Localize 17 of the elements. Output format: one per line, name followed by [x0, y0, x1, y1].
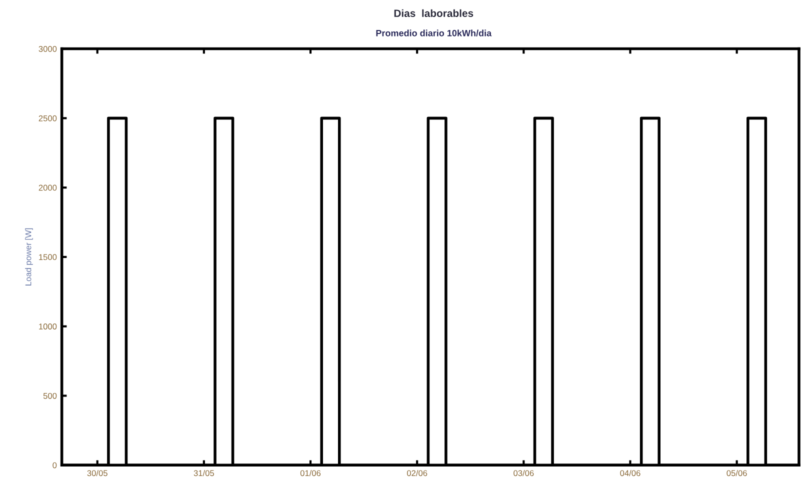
y-axis-title: Load power [W] — [25, 228, 33, 286]
y-tick-label: 0 — [52, 462, 57, 468]
y-tick-label: 1500 — [39, 254, 57, 260]
y-tick-label: 2000 — [38, 184, 57, 191]
x-tick-label: 03/06 — [514, 470, 534, 476]
x-tick-label: 05/06 — [726, 470, 747, 476]
y-tick-label: 2500 — [38, 115, 57, 122]
x-tick-label: 02/06 — [406, 470, 428, 476]
x-tick-label: 01/06 — [300, 470, 321, 476]
y-tick-label: 3000 — [38, 46, 57, 52]
x-tick-label: 30/05 — [87, 470, 108, 476]
y-tick-label: 1000 — [39, 324, 57, 330]
y-tick-label: 500 — [43, 392, 57, 399]
x-tick-label: 04/06 — [620, 470, 640, 476]
x-tick-label: 31/05 — [194, 470, 214, 476]
chart-subtitle: Promedio diario 10kWh/dia — [376, 30, 492, 36]
chart-title: Dias laborables — [394, 9, 474, 18]
